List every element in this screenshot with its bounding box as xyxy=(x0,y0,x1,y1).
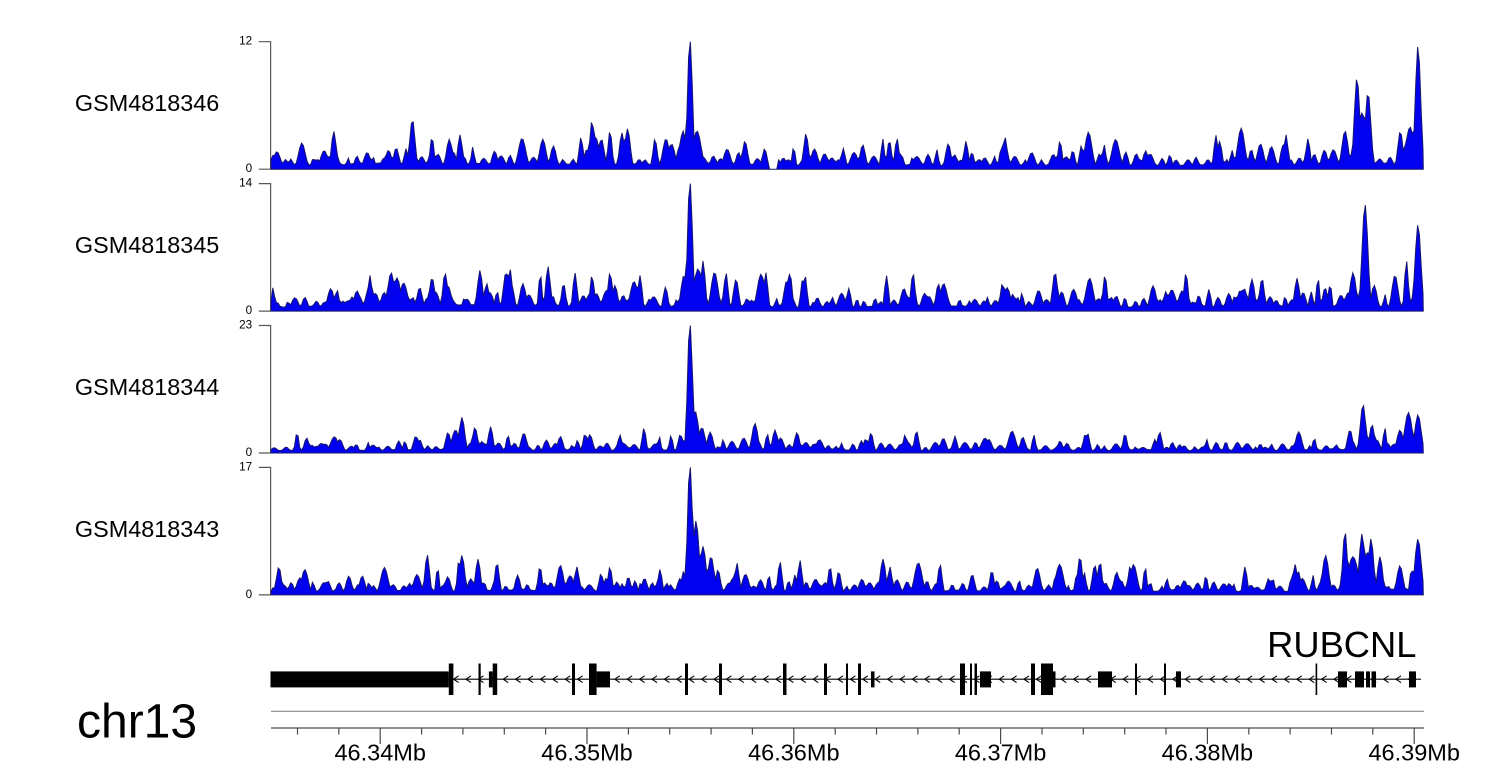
svg-text:GSM4818345: GSM4818345 xyxy=(75,232,219,258)
svg-text:46.36Mb: 46.36Mb xyxy=(748,739,839,765)
svg-text:46.34Mb: 46.34Mb xyxy=(334,739,425,765)
svg-text:0: 0 xyxy=(246,446,253,459)
svg-text:0: 0 xyxy=(246,304,253,317)
svg-text:GSM4818343: GSM4818343 xyxy=(75,516,219,542)
svg-text:23: 23 xyxy=(239,318,252,331)
svg-text:14: 14 xyxy=(239,177,253,190)
svg-text:0: 0 xyxy=(246,588,253,601)
svg-text:RUBCNL: RUBCNL xyxy=(1267,624,1416,665)
svg-text:46.35Mb: 46.35Mb xyxy=(541,739,632,765)
svg-text:12: 12 xyxy=(239,35,252,48)
svg-text:46.39Mb: 46.39Mb xyxy=(1368,739,1459,765)
svg-text:GSM4818344: GSM4818344 xyxy=(75,374,219,400)
svg-text:46.37Mb: 46.37Mb xyxy=(955,739,1046,765)
svg-text:chr13: chr13 xyxy=(77,696,197,749)
svg-text:0: 0 xyxy=(246,162,253,175)
svg-text:GSM4818346: GSM4818346 xyxy=(75,90,219,116)
svg-text:17: 17 xyxy=(239,460,252,473)
svg-text:46.38Mb: 46.38Mb xyxy=(1162,739,1253,765)
